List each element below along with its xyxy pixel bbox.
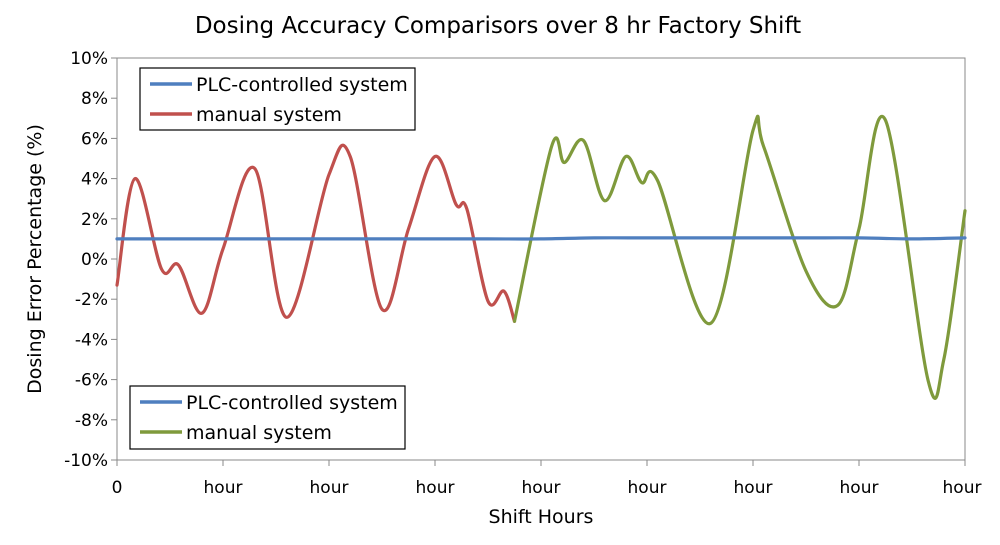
y-tick-label: -8% — [75, 411, 108, 431]
x-tick-label: hour — [310, 478, 349, 498]
y-tick-label: -10% — [64, 451, 108, 471]
manual-series-line-red — [115, 143, 517, 323]
plc-series-line — [115, 236, 967, 241]
x-axis-label: Shift Hours — [489, 506, 594, 528]
x-tick-label: hour — [840, 478, 879, 498]
y-tick-label: -2% — [75, 290, 108, 310]
y-axis-label: Dosing Error Percentage (%) — [24, 124, 46, 394]
legend-label: manual system — [186, 422, 332, 444]
legend-label: PLC-controlled system — [186, 392, 398, 414]
x-tick-label: hour — [734, 478, 773, 498]
y-tick-label: -6% — [75, 371, 108, 391]
chart-title: Dosing Accuracy Comparisors over 8 hr Fa… — [195, 13, 801, 39]
x-tick-label: hour — [416, 478, 455, 498]
x-tick-label: hour — [943, 478, 982, 498]
x-axis: 0 hour hour hour hour hour hour hour hour — [112, 460, 982, 498]
y-tick-label: 4% — [81, 170, 108, 190]
legend-top: PLC-controlled system manual system — [139, 67, 416, 131]
y-tick-label: 6% — [81, 129, 108, 149]
x-tick-label: hour — [628, 478, 667, 498]
legend-label: manual system — [196, 104, 342, 126]
legend-label: PLC-controlled system — [196, 74, 408, 96]
legend-box — [129, 385, 406, 450]
series-layer — [115, 114, 967, 400]
manual-series-line-green — [512, 114, 967, 400]
x-tick-label: hour — [522, 478, 561, 498]
y-tick-label: 8% — [81, 89, 108, 109]
y-tick-label: 0% — [81, 250, 108, 270]
x-tick-label: hour — [204, 478, 243, 498]
y-tick-label: 10% — [70, 49, 108, 69]
legend-bottom: PLC-controlled system manual system — [129, 385, 406, 450]
y-tick-label: 2% — [81, 210, 108, 230]
y-tick-label: -4% — [75, 330, 108, 350]
x-tick-label: 0 — [112, 478, 123, 498]
legend-box — [139, 67, 416, 131]
y-axis: -10% -8% -6% -4% -2% 0% 2% 4% 6% 8% 10% — [64, 49, 117, 471]
